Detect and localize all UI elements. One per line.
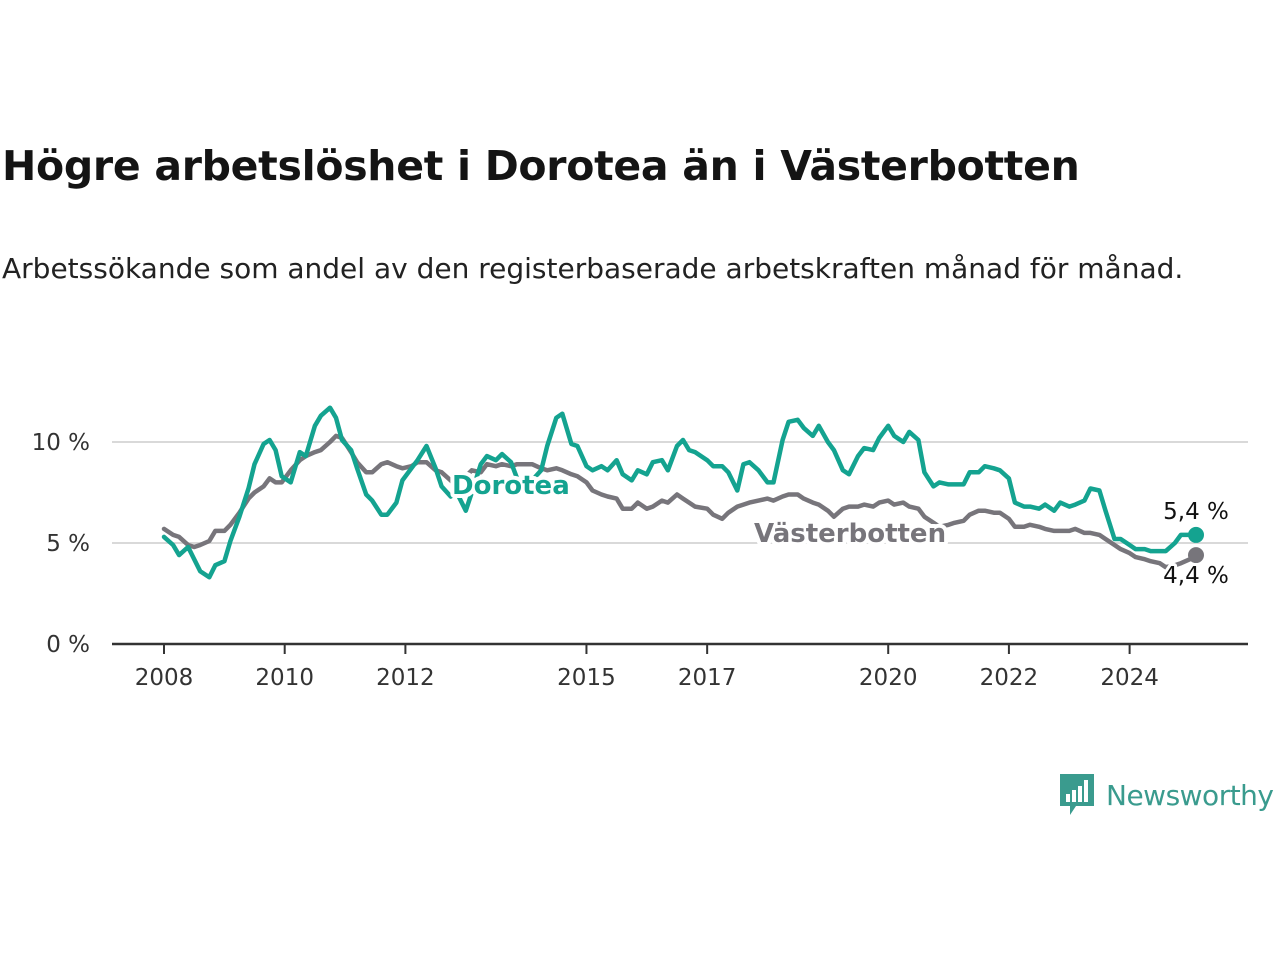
series-name-label: Dorotea — [452, 471, 570, 501]
series-end-point — [1188, 547, 1204, 564]
series-lines — [161, 405, 1204, 580]
end-value-label: 4,4 % — [1163, 563, 1229, 589]
x-tick-label: 2010 — [255, 665, 314, 691]
chart-title: Högre arbetslöshet i Dorotea än i Väster… — [2, 142, 1080, 190]
series-name-label: Västerbotten — [754, 519, 946, 549]
x-tick-label: 2012 — [376, 665, 435, 691]
chart-subtitle: Arbetssökande som andel av den registerb… — [2, 252, 1184, 285]
y-tick-label: 10 % — [32, 430, 90, 456]
series-labels: DoroteaDoroteaVästerbottenVästerbotten5,… — [448, 467, 1232, 592]
x-tick-label: 2015 — [557, 665, 616, 691]
series-line-vasterbotten — [161, 433, 1199, 570]
y-axis-ticks: 0 % 5 % 10 % — [32, 430, 90, 658]
newsworthy-logo-icon — [1060, 774, 1094, 815]
x-tick-label: 2017 — [678, 665, 737, 691]
series-end-point — [1188, 526, 1204, 543]
y-tick-label: 0 % — [46, 632, 90, 658]
series-line-dorotea — [161, 405, 1199, 580]
end-value-halo: 5,4 % — [1163, 499, 1229, 525]
brand-logo: Newsworthy — [1058, 770, 1274, 820]
series-label-halo: Dorotea — [452, 471, 570, 501]
x-tick-label: 2020 — [859, 665, 918, 691]
end-value-label: 5,4 % — [1163, 499, 1229, 525]
x-axis-ticks: 2008 2010 2012 2015 2017 2020 2022 2024 — [135, 644, 1159, 691]
x-tick-label: 2008 — [135, 665, 194, 691]
series-label-halo: Västerbotten — [754, 519, 946, 549]
x-tick-label: 2022 — [980, 665, 1039, 691]
end-value-halo: 4,4 % — [1163, 563, 1229, 589]
y-tick-label: 5 % — [46, 531, 90, 557]
brand-name: Newsworthy — [1106, 778, 1274, 812]
x-tick-label: 2024 — [1100, 665, 1159, 691]
